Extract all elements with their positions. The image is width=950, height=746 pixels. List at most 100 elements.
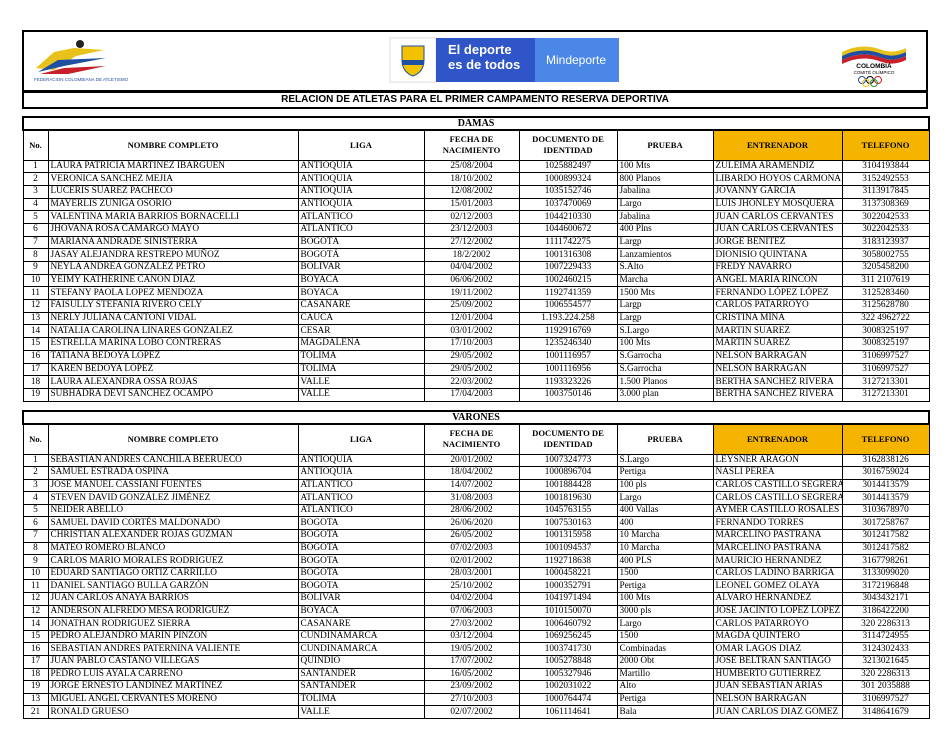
cell: Martillo — [616, 667, 714, 682]
cell: OMAR LAGOS DIAZ — [712, 642, 843, 656]
column-header: No. — [22, 423, 49, 455]
column-header: LIGA — [297, 423, 425, 455]
cell: NELSON BARRAGÁN — [712, 362, 843, 377]
cell: Largp — [616, 299, 714, 313]
athlete-row: 21 RONALD GRUESO VALLE 02/07/2002 1061114641… — [22, 705, 930, 719]
cell: ATLANTICO — [297, 503, 425, 518]
cell: Bala — [616, 705, 714, 719]
cell: 7 — [22, 235, 49, 250]
athlete-row: 4 STEVEN DAVID GONZÁLEZ JIMÉNEZ ATLANTICO 3… — [22, 491, 930, 505]
cell: BOYACA — [297, 286, 425, 301]
cell: 1002031022 — [518, 680, 618, 694]
cell: 1006554577 — [518, 299, 618, 313]
column-header: No. — [22, 129, 49, 161]
cell: VALLE — [297, 705, 425, 719]
cell: JASAY ALEJANDRA RESTREPO MUÑOZ — [47, 248, 299, 262]
cell: ESTRELLA MARINA LOBO CONTRERAS — [47, 337, 299, 351]
athlete-row: 18 PEDRO LUIS AYALA CARREÑO SANTANDER 16/05… — [22, 667, 930, 682]
cell: 9 — [22, 554, 49, 568]
cell: ANTIOQUIA — [297, 466, 425, 480]
cell: 301 2035888 — [841, 680, 930, 694]
cell: 3014413579 — [841, 491, 930, 505]
cell: 3106997527 — [841, 362, 930, 377]
athletes-table: DAMAS No. NOMBRE COMPLETO LIGA FECHA DE NACI… — [21, 116, 931, 402]
cell: 320 2286313 — [841, 617, 930, 631]
cell: ATLANTICO — [297, 478, 425, 493]
cell: CRISTINA MINA — [712, 311, 843, 326]
cell: MAGDALENA — [297, 337, 425, 351]
section-title: VARONES — [21, 410, 931, 425]
cell: VALLE — [297, 387, 425, 402]
cell: BOGOTA — [297, 579, 425, 594]
athlete-row: 16 TATIANA BEDOYA LOPEZ TOLIMA 29/05/2002 10… — [22, 349, 930, 364]
cell: LIBARDO HOYOS CARMONA — [712, 172, 843, 186]
cell: 400 — [616, 516, 714, 531]
athlete-row: 13 MIGUEL ANGEL CERVANTES MORENO TOLIMA 27/… — [22, 692, 930, 707]
cell: 21 — [22, 705, 49, 719]
cell: 17 — [22, 362, 49, 377]
column-header: NOMBRE COMPLETO — [47, 423, 299, 455]
cell: 3162838126 — [841, 453, 930, 468]
cell: TOLIMA — [297, 362, 425, 377]
cell: 20/01/2002 — [423, 453, 520, 468]
cell: 12 — [22, 299, 49, 313]
cell: 23/09/2002 — [423, 680, 520, 694]
fed-swoosh-blue — [38, 58, 106, 72]
cell: 31/08/2003 — [423, 491, 520, 505]
cell: 07/02/2003 — [423, 541, 520, 556]
cell: MARTIN SUAREZ — [712, 324, 843, 339]
cell: 4 — [22, 491, 49, 505]
cell: ATLANTICO — [297, 222, 425, 237]
column-header: FECHA DE NACIMIENTO — [423, 129, 520, 161]
cell: 12/08/2002 — [423, 184, 520, 199]
cell: 3104193844 — [841, 159, 930, 174]
cell: 3 — [22, 478, 49, 493]
cell: 1025882497 — [518, 159, 618, 174]
cell: 02/12/2003 — [423, 210, 520, 224]
cell: CUNDINAMARCA — [297, 629, 425, 644]
athlete-row: 17 JUAN PABLO CASTAÑO VILLEGAS QUINDIO 17/0… — [22, 655, 930, 669]
slogan-box — [436, 38, 535, 82]
athlete-row: 14 JONATHAN RODRIGUEZ SIERRA CASANARE 27/03… — [22, 617, 930, 631]
cell: 3137308369 — [841, 197, 930, 212]
cell: MIGUEL ANGEL CERVANTES MORENO — [47, 692, 299, 707]
cell: SEBASTIAN ANDRES CANCHILA BEERUECO — [47, 453, 299, 468]
cell: ANGEL MARIA RINCON — [712, 273, 843, 288]
cell: LEYSNER ARAGON — [712, 453, 843, 468]
cell: ATLANTICO — [297, 491, 425, 505]
athlete-row: 19 SUBHADRA DEVI SANCHEZ OCAMPO VALLE 17/04… — [22, 387, 930, 402]
cell: 19 — [22, 680, 49, 694]
cell: JUAN PABLO CASTAÑO VILLEGAS — [47, 655, 299, 669]
cell: 1 — [22, 453, 49, 468]
athlete-row: 5 VALENTINA MARIA BARRIOS BORNACELLI ATLAN… — [22, 210, 930, 224]
cell: 16/05/2002 — [423, 667, 520, 682]
cell: 14 — [22, 617, 49, 631]
cell: RONALD GRUESO — [47, 705, 299, 719]
cell: Pertiga — [616, 692, 714, 707]
athlete-row: 15 PEDRO ALEJANDRO MARIN PINZON CUNDINAMAR… — [22, 629, 930, 644]
cell: 1001315958 — [518, 529, 618, 543]
cell: 1037470069 — [518, 197, 618, 212]
cell: 3012417582 — [841, 541, 930, 556]
cell: 100 Mts — [616, 592, 714, 606]
cell: 1002460215 — [518, 273, 618, 288]
cell: 10 — [22, 273, 49, 288]
cell: VALLE — [297, 375, 425, 389]
cell: 28/03/2001 — [423, 566, 520, 581]
cell: 9 — [22, 261, 49, 275]
athlete-row: 5 NEIDER ABELLO ATLANTICO 28/06/2002 1045763… — [22, 503, 930, 518]
cell: BOYACÁ — [297, 604, 425, 619]
cell: MARIANA ANDRADE SINISTERRA — [47, 235, 299, 250]
cell: 28/06/2002 — [423, 503, 520, 518]
athlete-row: 8 MATEO ROMERO BLANCO BOGOTA 07/02/2003 1001… — [22, 541, 930, 556]
cell: JHOVANA ROSA CAMARGO MAYO — [47, 222, 299, 237]
athlete-row: 13 NERLY JULIANA CANTOÑI VIDAL CAUCA 12/01/… — [22, 311, 930, 326]
column-header: NOMBRE COMPLETO — [47, 129, 299, 161]
cell: BOLIVAR — [297, 592, 425, 606]
cell: 3127213301 — [841, 387, 930, 402]
athlete-row: 10 EDUARD SANTIAGO ORTIZ CARRILLO BOGOTA 28… — [22, 566, 930, 581]
cell: MAYERLIS ZUÑIGA OSORIO — [47, 197, 299, 212]
cell: 3 — [22, 184, 49, 199]
cell: 03/01/2002 — [423, 324, 520, 339]
logos: FEDERACION COLOMBIANA DE ATLETISMO El de… — [34, 37, 906, 87]
